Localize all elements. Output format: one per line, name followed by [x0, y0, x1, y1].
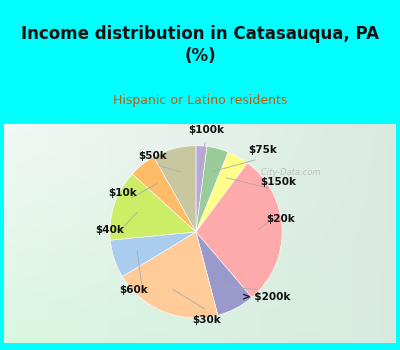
Text: $100k: $100k	[188, 125, 224, 135]
Text: $10k: $10k	[108, 188, 137, 198]
Text: Hispanic or Latino residents: Hispanic or Latino residents	[113, 94, 287, 107]
Text: $30k: $30k	[192, 315, 221, 325]
Text: $50k: $50k	[138, 151, 167, 161]
Wedge shape	[196, 152, 248, 232]
Wedge shape	[122, 232, 218, 318]
Text: ● City-Data.com: ● City-Data.com	[252, 168, 321, 177]
Text: Income distribution in Catasauqua, PA
(%): Income distribution in Catasauqua, PA (%…	[21, 25, 379, 65]
Text: $20k: $20k	[266, 214, 295, 224]
Text: $150k: $150k	[260, 177, 296, 187]
Wedge shape	[196, 146, 207, 232]
Wedge shape	[196, 232, 252, 315]
Text: > $200k: > $200k	[242, 292, 291, 302]
Wedge shape	[132, 157, 196, 232]
Wedge shape	[154, 146, 196, 232]
Wedge shape	[196, 147, 228, 232]
Text: $60k: $60k	[120, 285, 148, 295]
Text: $40k: $40k	[96, 225, 124, 235]
Wedge shape	[110, 174, 196, 240]
Text: $75k: $75k	[249, 145, 278, 155]
Wedge shape	[196, 163, 282, 298]
Wedge shape	[110, 232, 196, 276]
